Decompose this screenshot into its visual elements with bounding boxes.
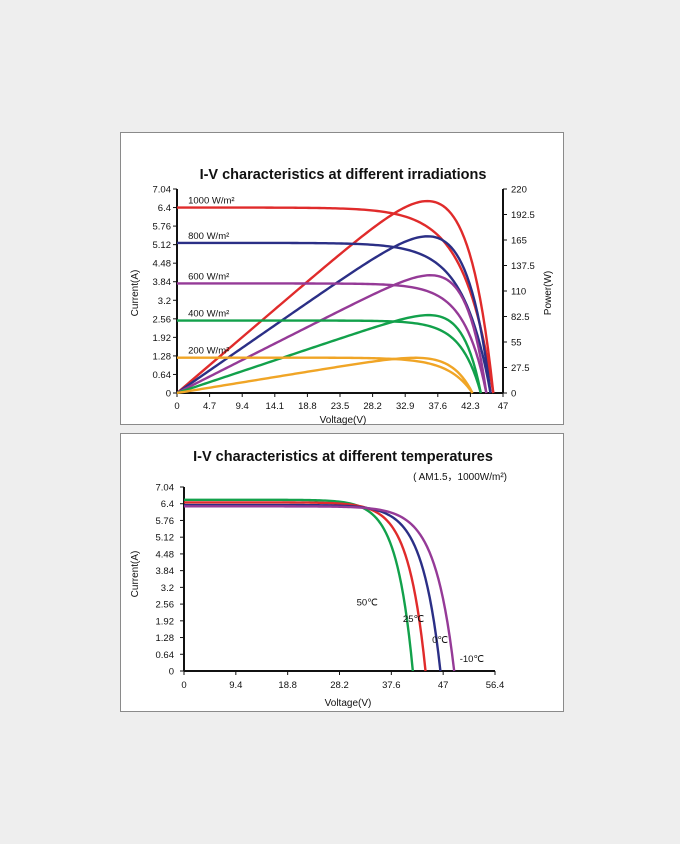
y-tick-label: 3.2 [161,583,174,594]
x-tick-label: 37.6 [429,401,448,412]
x-tick-label: 28.2 [363,401,382,412]
y2-tick-label: 55 [511,338,522,349]
x-tick-label: 28.2 [330,680,349,691]
power-curve-4 [176,356,474,395]
y-tick-label: 2.56 [153,314,172,325]
iv-curve-2 [184,503,442,672]
y-tick-label: 3.84 [153,277,172,288]
y-axis-label: Current(A) [130,270,141,317]
series-label: 200 W/m² [188,346,229,357]
x-tick-label: 9.4 [229,680,242,691]
irradiation-chart-panel: I-V characteristics at different irradia… [120,132,564,426]
y2-tick-label: 27.5 [511,363,530,374]
x-tick-label: 32.9 [396,401,415,412]
chart-subtitle: ( AM1.5，1000W/m²) [413,472,507,483]
y-tick-label: 1.92 [156,616,175,627]
x-tick-label: 47 [438,680,449,691]
x-tick-label: 37.6 [382,680,401,691]
y-tick-label: 5.76 [153,222,172,233]
y-tick-label: 0.64 [156,650,175,661]
x-tick-label: 18.8 [278,680,297,691]
y-tick-label: 5.12 [156,533,175,544]
y2-tick-label: 110 [511,287,526,298]
y2-tick-label: 220 [511,185,527,196]
power-curve-2 [176,274,488,395]
y2-tick-label: 0 [511,389,516,400]
y2-tick-label: 192.5 [511,210,535,221]
irradiation-chart: I-V characteristics at different irradia… [130,167,554,426]
y-tick-label: 6.4 [161,499,174,510]
x-axis-label: Voltage(V) [325,698,372,709]
temperature-chart: I-V characteristics at different tempera… [130,449,507,709]
y2-tick-label: 82.5 [511,312,530,323]
x-tick-label: 23.5 [331,401,350,412]
y-tick-label: 0 [166,389,171,400]
series-label: 600 W/m² [188,271,229,282]
temperature-chart-panel: I-V characteristics at different tempera… [120,433,564,712]
y-tick-label: 3.2 [158,296,171,307]
iv-curve-3 [177,319,482,394]
iv-curve-2 [177,282,488,394]
iv-curve-1 [177,241,492,394]
x-tick-label: 56.4 [486,680,505,691]
series-label: 800 W/m² [188,231,229,242]
y-tick-label: 1.92 [153,333,172,344]
y-tick-label: 4.48 [153,259,172,270]
x-tick-label: 0 [174,401,179,412]
y-tick-label: 7.04 [156,483,175,494]
y-tick-label: 4.48 [156,549,175,560]
y-tick-label: 1.28 [156,633,175,644]
x-tick-label: 4.7 [203,401,216,412]
x-tick-label: 14.1 [266,401,285,412]
y-tick-label: 0.64 [153,370,172,381]
series-label: -10℃ [460,654,485,665]
iv-curve-1 [184,501,427,672]
power-curve-0 [176,199,495,394]
x-tick-label: 9.4 [236,401,249,412]
x-tick-label: 18.8 [298,401,317,412]
series-label: 25℃ [403,614,425,625]
y-tick-label: 7.04 [153,185,172,196]
y2-tick-label: 165 [511,236,527,247]
y-axis-label: Current(A) [130,551,141,598]
series-label: 50℃ [357,598,379,609]
iv-curve-4 [177,356,474,394]
chart-title: I-V characteristics at different irradia… [200,167,487,183]
x-tick-label: 0 [181,680,186,691]
iv-curve-0 [184,498,415,672]
y-tick-label: 3.84 [156,566,175,577]
y-tick-label: 2.56 [156,600,175,611]
power-curve-3 [176,313,482,395]
x-tick-label: 42.3 [461,401,480,412]
chart-title: I-V characteristics at different tempera… [193,449,493,465]
y2-tick-label: 137.5 [511,261,535,272]
y2-axis-label: Power(W) [543,271,554,315]
y-tick-label: 5.76 [156,516,175,527]
iv-curve-3 [184,505,456,672]
series-label: 0℃ [432,635,448,646]
x-axis-label: Voltage(V) [320,415,367,426]
y-tick-label: 1.28 [153,351,172,362]
x-tick-label: 47 [498,401,509,412]
y-tick-label: 5.12 [153,240,172,251]
y-tick-label: 0 [169,667,174,678]
series-label: 1000 W/m² [188,196,234,207]
series-label: 400 W/m² [188,309,229,320]
y-tick-label: 6.4 [158,203,171,214]
